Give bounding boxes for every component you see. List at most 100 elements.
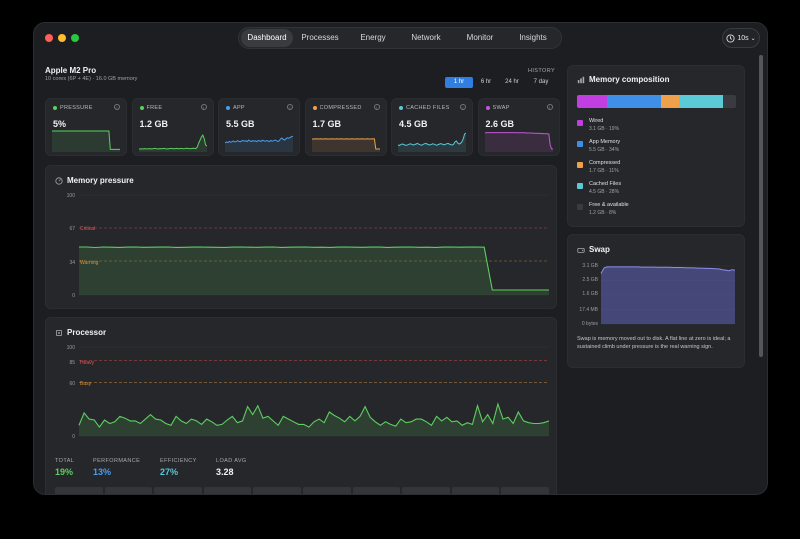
refresh-interval-value: 10s [737,34,749,42]
series-line [79,246,549,291]
composition-segment [661,95,679,108]
metric-label: FREE [146,105,163,111]
y-tick: 2.5 GB [582,277,598,283]
memory-pressure-title: Memory pressure [67,176,134,185]
info-icon[interactable]: i [287,104,293,110]
info-icon[interactable]: i [546,104,553,110]
legend-swatch [577,120,583,126]
metric-header: SWAP [485,105,510,111]
info-icon[interactable]: i [114,104,120,110]
processor-title: Processor [67,328,107,337]
cpu-icon [56,329,62,336]
metric-value: 5.5 GB [226,119,255,129]
processor-chart [78,346,550,437]
sparkline-area [311,138,380,152]
tab-monitor[interactable]: Monitor [466,33,494,42]
sparkline-line [225,135,293,144]
memory-composition-card: Memory composition Wired 3.1 GB · 19% App … [567,65,745,227]
history-6hr-button[interactable]: 6 hr [480,79,492,85]
chevron-down-icon: ⌄ [750,35,756,42]
metric-card-free[interactable]: FREE i 1.2 GB [131,98,214,156]
sparkline-chart [484,132,553,152]
tab-dashboard[interactable]: Dashboard [241,29,293,47]
legend-name: Cached Files [589,181,622,187]
history-7day-button[interactable]: 7 day [533,79,549,85]
y-tick: 17.4 MB [579,307,598,313]
status-dot-icon [226,106,230,110]
status-dot-icon [399,106,403,110]
tab-energy[interactable]: Energy [360,33,386,42]
sparkline-area [225,136,293,152]
zoom-window-button[interactable] [71,34,79,42]
metric-header: FREE [139,105,163,111]
disk-icon [577,247,585,253]
critical-threshold-label: Critical [80,226,96,232]
core-bar [104,487,153,494]
status-dot-icon [139,106,144,110]
sparkline-area [484,132,553,152]
swap-line [600,266,736,274]
stat-efficiency-label: EFFICIENCY [160,458,197,464]
metric-card-app[interactable]: APP i 5.5 GB [218,98,300,156]
legend-name: Compressed [589,160,621,166]
metric-label: PRESSURE [60,105,93,111]
legend-name: Free & available [589,202,629,208]
app-window: Dashboard Processes Energy Network Monit… [34,23,767,494]
legend-value: 5.5 GB · 34% [589,147,620,153]
metric-header: COMPRESSED [312,105,362,111]
device-name: Apple M2 Pro [45,66,97,75]
info-icon[interactable]: i [460,104,466,110]
busy-threshold-label: Busy [80,381,92,387]
close-window-button[interactable] [45,34,53,42]
stat-efficiency-value: 27% [160,467,179,477]
stat-load-avg-value: 3.28 [216,467,234,477]
sparkline-line [484,132,553,150]
y-tick: 0 [72,293,75,299]
core-bar [154,487,202,494]
minimize-window-button[interactable] [58,34,66,42]
series-area [79,404,549,436]
history-1hr-button[interactable]: 1 hr [445,77,473,88]
warning-threshold-label: Warning [80,260,99,266]
swap-title: Swap [589,245,610,254]
metric-card-cached-files[interactable]: CACHED FILES i 4.5 GB [391,98,473,156]
core-bar [501,487,549,494]
y-tick: 100 [66,345,75,351]
y-tick: 3.1 GB [582,263,598,269]
metric-card-pressure[interactable]: PRESSURE i 5% [45,98,127,156]
scrollbar[interactable] [759,55,763,357]
sparkline-chart [138,133,207,152]
sparkline-chart [311,138,380,152]
series-line [78,402,550,429]
composition-segment [577,95,608,108]
memory-pressure-card: Memory pressure 100 67 34 0 Critical War… [45,165,557,309]
stat-total-value: 19% [55,467,74,477]
history-24hr-button[interactable]: 24 hr [505,79,519,85]
gauge-icon [55,176,63,185]
swap-description: Swap is memory moved out to disk. A flat… [577,336,731,350]
tab-network[interactable]: Network [411,33,441,42]
info-icon[interactable]: i [200,104,207,110]
y-tick: 34 [69,260,75,266]
legend-name: Wired [589,118,604,124]
refresh-interval-button[interactable]: 10s ⌄ [722,28,760,48]
metric-card-compressed[interactable]: COMPRESSED i 1.7 GB [304,98,387,156]
swap-card: Swap 3.1 GB 2.5 GB 1.6 GB 17.4 MB 0 byte… [567,234,745,368]
legend-swatch [577,141,583,147]
tab-processes[interactable]: Processes [301,33,339,42]
composition-segment [678,95,724,108]
swap-chart [600,265,736,325]
tab-insights[interactable]: Insights [519,33,547,42]
info-icon[interactable]: i [373,104,380,110]
metric-card-swap[interactable]: SWAP i 2.6 GB [477,98,560,156]
sparkline-line [52,130,120,150]
series-area [79,247,549,295]
legend-value: 4.5 GB · 28% [589,189,620,195]
status-dot-icon [53,106,57,110]
status-dot-icon [485,106,490,110]
swap-header: Swap [577,245,610,254]
memory-composition-header: Memory composition [577,75,669,84]
core-bar [402,487,450,494]
memory-composition-title: Memory composition [589,75,670,84]
metric-header: APP [226,105,245,111]
